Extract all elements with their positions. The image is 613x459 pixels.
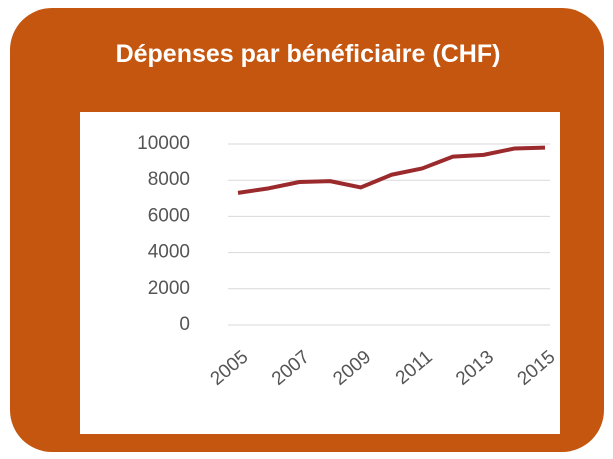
x-tick-label: 2005	[207, 347, 253, 390]
y-tick-label: 4000	[148, 242, 190, 263]
y-tick-label: 6000	[148, 205, 190, 226]
x-tick-label: 2011	[392, 347, 437, 389]
x-tick-label: 2007	[268, 347, 314, 390]
x-tick-label: 2015	[514, 347, 560, 390]
data-line	[237, 145, 546, 195]
y-tick-label: 10000	[137, 133, 190, 154]
y-tick-label: 8000	[148, 169, 190, 190]
x-tick-label: 2009	[329, 347, 375, 390]
plot-panel	[80, 112, 560, 434]
y-tick-label: 2000	[148, 278, 190, 299]
y-tick-label: 0	[179, 314, 190, 335]
x-tick-label: 2013	[452, 347, 498, 390]
chart-title: Dépenses par bénéficiaire (CHF)	[115, 40, 501, 68]
